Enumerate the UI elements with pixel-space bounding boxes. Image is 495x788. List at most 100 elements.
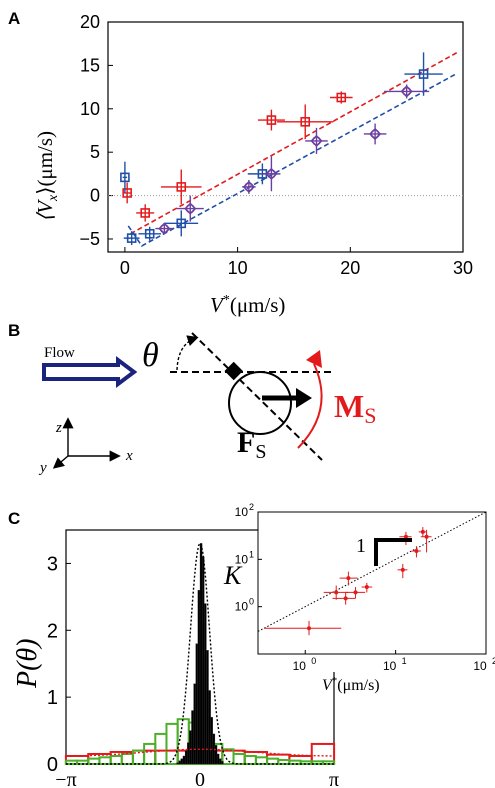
panel-a-point-circle-purple (370, 129, 380, 139)
flow-label: Flow (44, 345, 75, 361)
inset-point (306, 626, 311, 631)
panel-a-fit-line-blue (127, 72, 458, 247)
panel-c-hist-bar-black (208, 690, 211, 765)
panel-c-hist-bar-black (193, 683, 196, 765)
panel-a-xtick-label: 20 (340, 258, 360, 278)
panel-a-xtick-label: 30 (453, 258, 473, 278)
inset-point (364, 585, 369, 590)
panel-c-hist-bar-black (187, 742, 190, 765)
panel-c-hist-bar-green (109, 754, 123, 766)
panel-c-fit-curve-red (65, 748, 335, 757)
panel-a-ytick-label: 5 (90, 142, 100, 162)
panel-a-point-blue (144, 228, 155, 239)
panel-c-hist-bar-black (182, 755, 186, 765)
z-axis-label: z (55, 420, 62, 436)
inset-point (343, 596, 348, 601)
inset-ylabel: K (223, 561, 243, 590)
inset-xtick-label: 10 (383, 659, 397, 673)
panel-b-diagram: Flow θ FS MS z x y (38, 332, 376, 476)
panel-a-point-circle-purple (185, 204, 195, 214)
panel-c-hist-bar-black (191, 710, 194, 765)
panel-c-hist-bar-black (189, 730, 192, 765)
panel-c-hist-bar-black (176, 762, 179, 765)
y-axis-arrow (52, 455, 69, 469)
panel-a-point-blue (418, 69, 429, 79)
panel-c-histograms (64, 542, 336, 766)
inset-xtick-label: 10 (473, 659, 487, 673)
panel-c-xtick-label: 0 (195, 769, 205, 788)
inset-point (353, 590, 358, 595)
panel-label-a: A (8, 9, 20, 28)
panel-a-point-red (336, 92, 347, 103)
panel-c-hist-bar-green (232, 752, 246, 766)
theta-label: θ (142, 337, 159, 374)
panel-a-point-circle-purple (402, 86, 412, 97)
panel-c-hist-bar-black (195, 643, 199, 765)
panel-a-ytick-label: 10 (80, 99, 100, 119)
panel-a-point-red (176, 182, 187, 192)
inset-point (400, 567, 405, 572)
inset-point (334, 590, 339, 595)
panel-c-hist-bar-black (216, 753, 220, 765)
panel-a-point-blue (120, 172, 130, 183)
inset-xtick-label: 10 (293, 659, 307, 673)
inset-ytick-exponent: 2 (249, 502, 254, 512)
panel-c-hist-bar-black (178, 760, 181, 765)
panel-c-hist-bar-black (197, 590, 201, 765)
panel-c-hist-bar-black (201, 556, 205, 765)
panel-a-data-points (120, 52, 443, 246)
panel-a-point-blue (176, 218, 187, 229)
panel-a-point-red (122, 188, 132, 198)
inset-ytick-exponent: 1 (249, 549, 254, 559)
panel-a-frame (107, 21, 464, 253)
panel-c-hist-bar-black (184, 750, 188, 765)
inset-ytick-label: 10 (235, 552, 249, 566)
panel-c-hist-bar-green (154, 732, 168, 766)
inset-xtick-exponent: 0 (311, 656, 316, 666)
slope-label: 1 (356, 535, 366, 557)
panel-c-hist-bar-black (199, 543, 203, 765)
inset-xlabel-sup: * (332, 675, 338, 687)
panel-a-ytick-label: 0 (90, 186, 100, 206)
panel-a-ytick-label: 20 (80, 12, 100, 32)
panel-c-hist-bar-black (210, 717, 213, 765)
panel-c-hist-bar-green (299, 760, 313, 766)
flow-arrow (42, 356, 138, 388)
panel-a-xlabel-unit: (μm/s) (230, 293, 286, 317)
panel-a-ylabel-main: ⟨V (33, 199, 57, 222)
panel-a-point-red (300, 117, 311, 127)
moment-label: MS (334, 388, 376, 428)
inset-frame (257, 511, 487, 655)
inset-point (403, 534, 408, 539)
panel-c-xtick-label: π (329, 769, 339, 788)
slope-indicator (374, 538, 412, 566)
panel-c-hist-bar-green (143, 742, 157, 766)
panel-c-hist-bar-green (243, 754, 257, 766)
panel-c-hist-bar-black (180, 758, 184, 765)
panel-c-ytick-label: 0 (47, 754, 58, 776)
panel-a-xlabel-main: V (210, 293, 225, 317)
panel-c-hist-bar-green (266, 757, 280, 765)
panel-label-b: B (8, 321, 20, 340)
inset-ytick-label: 10 (235, 505, 249, 519)
panel-c-hist-bar-green (87, 757, 101, 765)
moment-label-sub: S (364, 403, 376, 428)
panel-a-axes: 0 10 20 30 −5 0 5 10 15 20 (79, 12, 473, 278)
panel-a-xlabel-sup: * (223, 293, 230, 308)
panel-c-ytick-label: 1 (47, 687, 58, 709)
force-arrow-head (296, 388, 312, 408)
inset-point (346, 576, 351, 581)
inset-xlabel: V*(μm/s) (322, 675, 380, 694)
inset-point (420, 529, 425, 534)
inset-xtick-exponent: 2 (492, 656, 495, 666)
inset-xtick-exponent: 1 (402, 656, 407, 666)
force-label-sub: S (255, 441, 266, 463)
panel-c-hist-bar-green (277, 758, 291, 766)
panel-c-hist-bar-black (219, 758, 222, 765)
panel-c-hist-bar-green (98, 756, 112, 765)
panel-a-xtick-label: 0 (120, 258, 130, 278)
inset-data-points (264, 527, 432, 636)
panel-a-fit-lines (127, 51, 458, 247)
